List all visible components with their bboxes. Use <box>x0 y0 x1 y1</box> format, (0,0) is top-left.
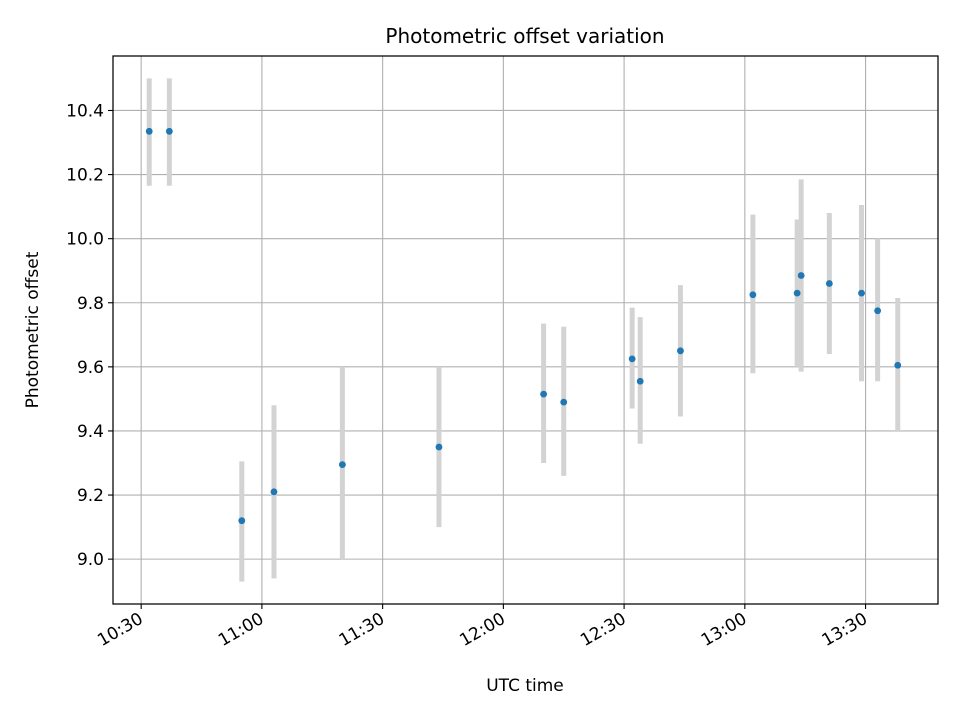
data-points <box>145 127 902 525</box>
data-point <box>540 390 548 398</box>
data-point <box>858 289 865 297</box>
y-tick-label: 10.2 <box>66 166 104 186</box>
data-point <box>435 443 443 451</box>
data-point <box>874 307 882 315</box>
y-tick-label: 9.8 <box>77 294 104 314</box>
data-point <box>145 127 153 135</box>
y-tick-label: 9.2 <box>77 486 104 506</box>
data-point <box>825 280 833 287</box>
data-point <box>797 272 805 279</box>
plot-frame <box>112 55 939 605</box>
x-axis-label: UTC time <box>486 676 564 696</box>
data-point <box>894 361 902 369</box>
y-tick-label: 9.0 <box>77 550 104 570</box>
y-tick-label: 9.6 <box>77 358 104 378</box>
y-axis: 9.0 9.2 9.4 9.6 9.8 10.0 10.2 10.4 <box>66 101 113 570</box>
data-point <box>628 355 636 363</box>
data-point <box>560 398 568 406</box>
y-axis-label: Photometric offset <box>23 251 43 408</box>
y-tick-label: 10.4 <box>66 101 104 121</box>
y-tick-label: 10.0 <box>66 230 104 250</box>
data-point <box>749 291 757 299</box>
y-tick-label: 9.4 <box>77 422 104 442</box>
data-point <box>636 377 644 385</box>
chart-title: Photometric offset variation <box>385 24 664 48</box>
data-point <box>238 517 246 525</box>
data-point <box>338 461 346 468</box>
data-point <box>270 488 278 496</box>
data-point <box>165 127 173 135</box>
data-point <box>677 347 684 355</box>
data-point <box>793 289 801 297</box>
